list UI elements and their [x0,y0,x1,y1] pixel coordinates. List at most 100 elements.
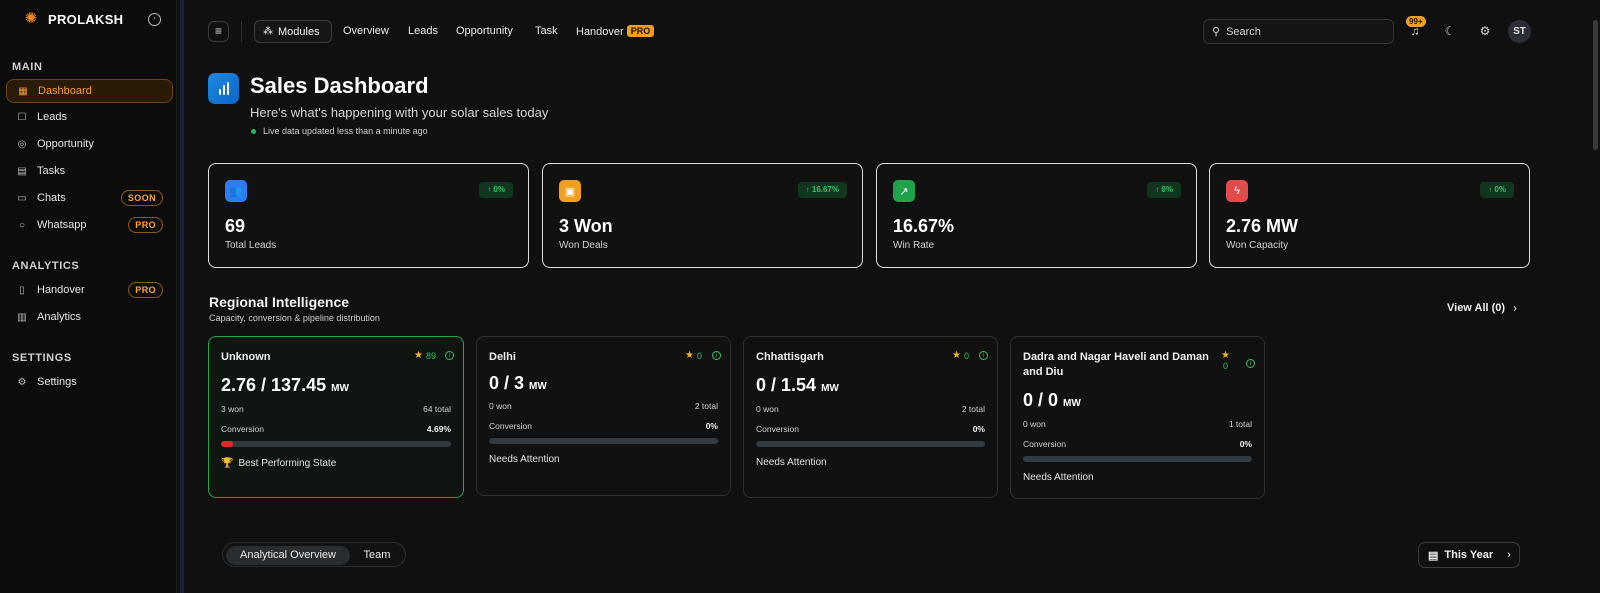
page-title: Sales Dashboard [250,73,429,98]
star-icon: ★ [685,350,694,361]
sidebar-item-analytics[interactable]: ▥ Analytics [6,305,173,329]
bell-icon[interactable]: ♫ [1410,24,1420,38]
tab-team[interactable]: Team [363,549,391,561]
info-icon[interactable]: i [445,351,454,360]
modules-button[interactable]: ⁂ Modules [254,20,332,43]
moon-icon[interactable]: ☾ [1444,24,1456,38]
kpi-card[interactable]: ▣ ↑ 16.67% 3 Won Won Deals [542,163,863,268]
info-icon[interactable]: i [1246,359,1255,368]
brand[interactable]: ✺ PROLAKSH [23,11,123,27]
pro-badge: PRO [626,25,655,37]
gear-icon[interactable]: ⚙ [1479,24,1491,38]
sidebar-item-label: Whatsapp [37,219,87,231]
bar-chart-icon: ▥ [17,311,27,323]
state-card[interactable]: Chhattisgarh ★ 0 i 0 / 1.54 MW 0 won 2 total Co… [743,336,998,498]
state-name: Chhattisgarh [756,351,824,363]
kpi-delta-badge: ↑ 16.67% [797,182,847,198]
state-note: Needs Attention [756,457,827,468]
sidebar-item-whatsapp[interactable]: ○ Whatsapp PRO [6,213,173,237]
kpi-card[interactable]: 👥 ↑ 0% 69 Total Leads [208,163,529,268]
sidebar-item-settings[interactable]: ⚙ Settings [6,370,173,394]
toolbar-divider [241,21,242,42]
state-won: 0 won [1023,419,1046,429]
state-score: ★ 0 [1221,350,1230,371]
kpi-delta-badge: ↑ 0% [1480,182,1514,198]
state-counts: 3 won 64 total [221,404,451,414]
sidebar-item-opportunity[interactable]: ◎ Opportunity [6,132,173,156]
state-note: Needs Attention [1023,472,1094,483]
state-conversion: Conversion 4.69% [221,424,451,434]
state-score-value: 0 [696,350,702,361]
state-total: 2 total [694,401,718,411]
section-settings: SETTINGS [12,352,72,364]
sidebar-item-leads[interactable]: ☐ Leads [6,105,173,129]
search-icon: ⚲ [1212,26,1221,38]
state-card[interactable]: Delhi ★ 0 i 0 / 3 MW 0 won 2 total Conversion 0%… [476,336,731,496]
state-capacity: 0 / 0 MW [1023,390,1081,411]
briefcase-icon: ▣ [559,180,581,202]
whatsapp-icon: ○ [18,219,26,231]
conversion-progress-bar [1023,456,1252,462]
users-icon: 👥 [225,180,247,202]
scrollbar-track[interactable] [1591,0,1600,593]
kpi-value: 69 [225,216,246,236]
nav-handover[interactable]: Handover PRO [576,25,655,38]
modules-label: Modules [278,25,320,38]
state-card[interactable]: Unknown ★ 89 i 2.76 / 137.45 MW 3 won 64 total… [208,336,464,498]
state-score: ★ 0 [952,350,969,361]
sidebar-item-dashboard[interactable]: ▦ Dashboard [6,79,173,103]
kpi-value: 16.67% [893,216,955,236]
nav-leads[interactable]: Leads [408,25,438,37]
state-capacity: 0 / 3 MW [489,373,547,394]
brand-logo-icon: ✺ [24,10,38,27]
conversion-progress-fill [221,441,233,447]
conversion-value: 0% [972,424,985,434]
chevron-right-icon[interactable]: › [1513,301,1517,315]
state-conversion: Conversion 0% [1023,439,1252,449]
info-icon[interactable]: i [712,351,721,360]
period-select-button[interactable]: ▤ This Year › [1418,542,1520,568]
live-status-text: Live data updated less than a minute ago [263,126,428,136]
collapse-sidebar-icon[interactable]: › [148,13,161,26]
menu-toggle-button[interactable]: ≡ [208,21,229,42]
calendar-icon: ▤ [17,165,27,177]
state-score-value: 0 [963,350,969,361]
target-icon: ◎ [17,138,27,150]
kpi-card[interactable]: ↗ ↑ 0% 16.67% Win Rate [876,163,1197,268]
state-capacity-unit: MW [1063,398,1081,409]
state-note-text: Needs Attention [489,454,560,465]
conversion-value: 0% [1239,439,1252,449]
chevron-right-icon: › [1507,549,1511,561]
kpi-delta-badge: ↑ 0% [479,182,513,198]
scrollbar-thumb[interactable] [1593,20,1598,150]
sidebar-item-label: Handover [37,284,85,296]
nav-task[interactable]: Task [535,25,558,37]
sidebar-item-chats[interactable]: ▭ Chats SOON [6,186,173,210]
state-capacity-unit: MW [821,383,839,394]
state-won: 0 won [489,401,512,411]
nav-handover-label: Handover [576,26,624,38]
sidebar-item-tasks[interactable]: ▤ Tasks [6,159,173,183]
state-capacity: 0 / 1.54 MW [756,375,839,396]
state-note: Needs Attention [489,454,560,465]
search-placeholder: Search [1226,25,1261,38]
kpi-card[interactable]: ϟ ↑ 0% 2.76 MW Won Capacity [1209,163,1530,268]
sidebar-item-label: Settings [37,376,77,388]
state-total: 64 total [423,404,451,414]
nav-overview[interactable]: Overview [343,25,389,37]
view-all-link[interactable]: View All (0) [1447,302,1506,314]
conversion-progress-bar [489,438,718,444]
tab-analytical-overview[interactable]: Analytical Overview [226,546,350,565]
state-capacity-value: 0 / 0 [1023,390,1059,410]
conversion-value: 4.69% [426,424,451,434]
regional-title: Regional Intelligence [209,294,350,310]
state-card[interactable]: Dadra and Nagar Haveli and Daman and Diu… [1010,336,1265,499]
search-input[interactable]: ⚲ Search [1203,19,1394,44]
kpi-delta-badge: ↑ 0% [1147,182,1181,198]
avatar[interactable]: ST [1508,20,1531,43]
info-icon[interactable]: i [979,351,988,360]
star-icon: ★ [414,350,423,361]
nav-opportunity[interactable]: Opportunity [456,25,513,37]
sidebar-item-handover[interactable]: ▯ Handover PRO [6,278,173,302]
pro-badge: PRO [128,282,163,298]
